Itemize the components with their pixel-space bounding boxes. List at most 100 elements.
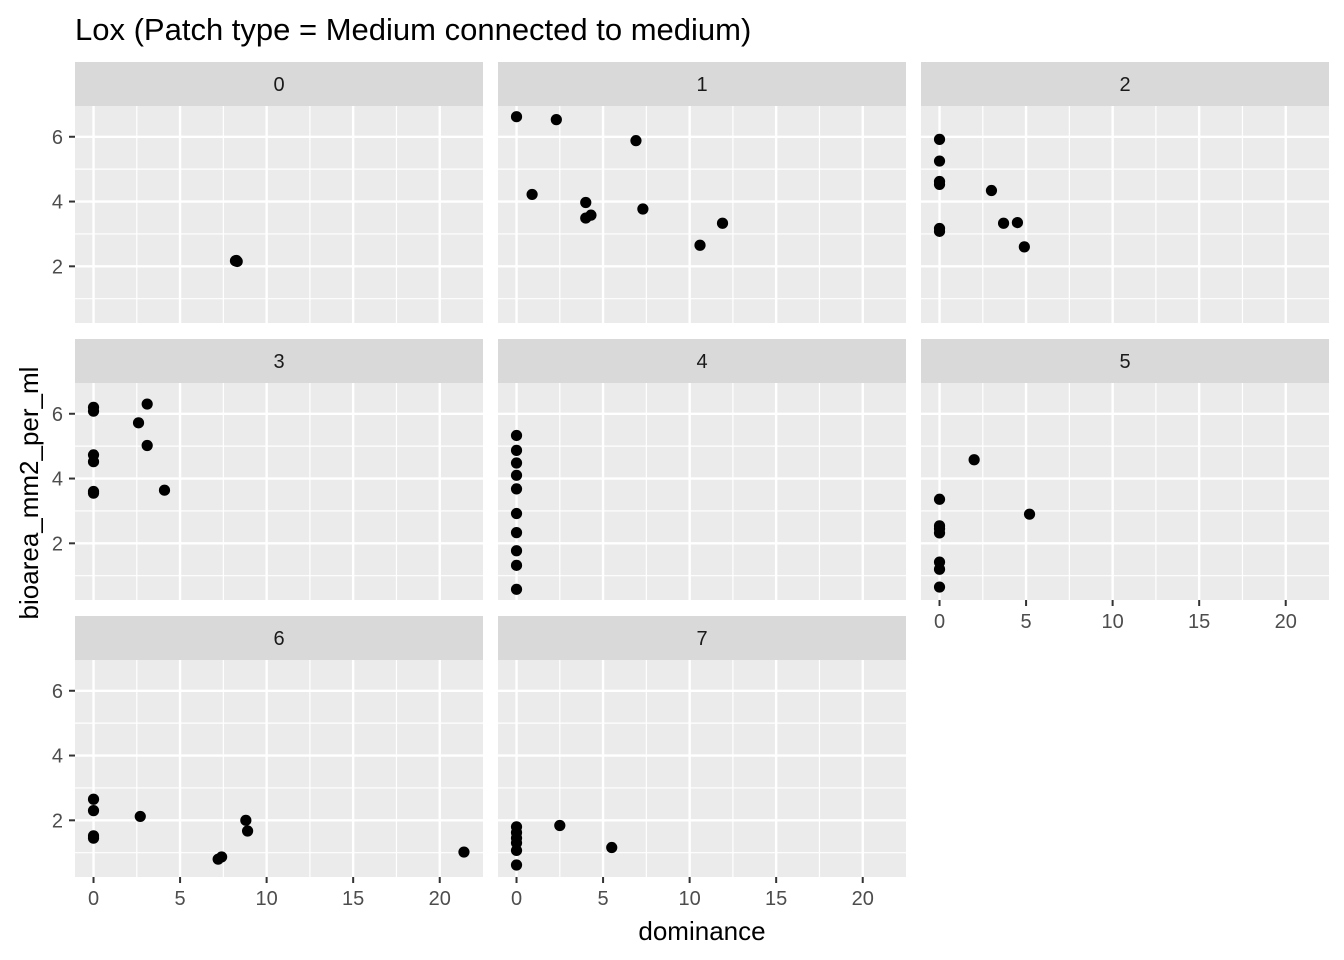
y-tick-label: 2 bbox=[52, 256, 63, 278]
y-tick-label: 2 bbox=[52, 533, 63, 555]
data-point bbox=[241, 825, 254, 837]
x-axis-title: dominance bbox=[638, 916, 765, 946]
panel-background bbox=[75, 106, 483, 323]
facet-strip bbox=[75, 616, 483, 660]
data-point bbox=[510, 583, 523, 595]
data-point bbox=[87, 832, 100, 844]
x-tick-label: 5 bbox=[175, 888, 186, 910]
data-point bbox=[141, 398, 153, 410]
y-tick-label: 6 bbox=[52, 127, 63, 149]
facet-strip bbox=[921, 62, 1329, 106]
data-point bbox=[606, 841, 618, 854]
data-point bbox=[933, 225, 946, 237]
data-point bbox=[132, 417, 145, 429]
facet-strip-label: 5 bbox=[1119, 351, 1130, 373]
facet-strip bbox=[498, 339, 906, 383]
y-tick-label: 4 bbox=[52, 469, 63, 491]
data-point bbox=[230, 254, 242, 267]
data-point bbox=[510, 559, 523, 571]
facet-panel-7: 7 0 5 10 15 20 bbox=[498, 616, 906, 910]
data-point bbox=[510, 429, 523, 442]
data-point bbox=[510, 483, 523, 495]
facet-panels: 0 2 4 6 1 2 3 2 4 6 4 5 0 5 10 15 20 6 2 4 6 0 5 10 15 20 7 0 5 10 15 2… bbox=[52, 62, 1329, 910]
x-tick-label: 10 bbox=[678, 888, 700, 910]
x-tick-label: 0 bbox=[88, 888, 99, 910]
data-point bbox=[630, 135, 642, 147]
panel-background bbox=[921, 383, 1329, 600]
data-point bbox=[510, 844, 523, 857]
panel-background bbox=[75, 383, 483, 600]
data-point bbox=[694, 239, 706, 251]
facet-strip bbox=[921, 339, 1329, 383]
data-point bbox=[585, 209, 597, 221]
data-point bbox=[1018, 241, 1030, 253]
x-tick-label: 20 bbox=[1275, 611, 1297, 633]
facet-strip bbox=[498, 616, 906, 660]
data-point bbox=[637, 203, 649, 215]
data-point bbox=[968, 454, 980, 466]
chart-title: Lox (Patch type = Medium connected to me… bbox=[75, 12, 751, 47]
x-tick-label: 10 bbox=[1101, 611, 1123, 633]
facet-strip-label: 2 bbox=[1119, 74, 1130, 96]
facet-strip bbox=[75, 339, 483, 383]
x-tick-label: 5 bbox=[598, 888, 609, 910]
data-point bbox=[1011, 216, 1024, 229]
facet-panel-1: 1 bbox=[498, 62, 906, 323]
y-tick-label: 2 bbox=[52, 810, 63, 832]
facet-panel-2: 2 bbox=[921, 62, 1329, 323]
panel-background bbox=[498, 383, 906, 600]
data-point bbox=[933, 493, 946, 505]
facet-strip-label: 0 bbox=[273, 74, 284, 96]
panel-background bbox=[75, 660, 483, 877]
panel-background bbox=[921, 106, 1329, 323]
data-point bbox=[997, 217, 1010, 229]
data-point bbox=[933, 178, 946, 190]
x-tick-label: 5 bbox=[1021, 611, 1032, 633]
data-point bbox=[510, 507, 523, 520]
data-point bbox=[158, 484, 171, 496]
data-point bbox=[933, 563, 946, 575]
facet-strip bbox=[75, 62, 483, 106]
data-point bbox=[933, 155, 946, 167]
data-point bbox=[716, 217, 729, 229]
facet-panel-3: 3 2 4 6 bbox=[52, 339, 483, 600]
x-tick-label: 20 bbox=[852, 888, 874, 910]
facet-strip-label: 6 bbox=[273, 628, 284, 650]
x-tick-label: 15 bbox=[1188, 611, 1210, 633]
data-point bbox=[240, 814, 252, 826]
data-point bbox=[933, 527, 946, 539]
data-point bbox=[87, 405, 100, 417]
y-tick-label: 6 bbox=[52, 681, 63, 703]
facet-panel-5: 5 0 5 10 15 20 bbox=[921, 339, 1329, 633]
data-point bbox=[510, 469, 523, 481]
y-tick-label: 4 bbox=[52, 192, 63, 214]
data-point bbox=[510, 457, 523, 469]
data-point bbox=[134, 810, 146, 823]
data-point bbox=[87, 805, 100, 817]
x-tick-label: 15 bbox=[342, 888, 364, 910]
data-point bbox=[87, 487, 100, 499]
data-point bbox=[580, 196, 592, 209]
facet-panel-4: 4 bbox=[498, 339, 906, 600]
facet-strip-label: 7 bbox=[696, 628, 707, 650]
data-point bbox=[141, 439, 153, 452]
facet-panel-0: 0 2 4 6 bbox=[52, 62, 483, 323]
data-point bbox=[510, 859, 523, 871]
y-axis-title: bioarea_mm2_per_ml bbox=[14, 367, 44, 620]
data-point bbox=[933, 133, 946, 145]
x-tick-label: 0 bbox=[934, 611, 945, 633]
data-point bbox=[216, 851, 228, 863]
x-tick-label: 20 bbox=[429, 888, 451, 910]
y-tick-label: 4 bbox=[52, 746, 63, 768]
facet-strip-label: 4 bbox=[696, 351, 707, 373]
data-point bbox=[554, 819, 566, 832]
data-point bbox=[510, 444, 523, 456]
data-point bbox=[87, 793, 100, 805]
data-point bbox=[985, 184, 998, 197]
panel-background bbox=[498, 660, 906, 877]
data-point bbox=[87, 456, 100, 468]
x-tick-label: 0 bbox=[511, 888, 522, 910]
facet-strip-label: 1 bbox=[696, 74, 707, 96]
panel-background bbox=[498, 106, 906, 323]
